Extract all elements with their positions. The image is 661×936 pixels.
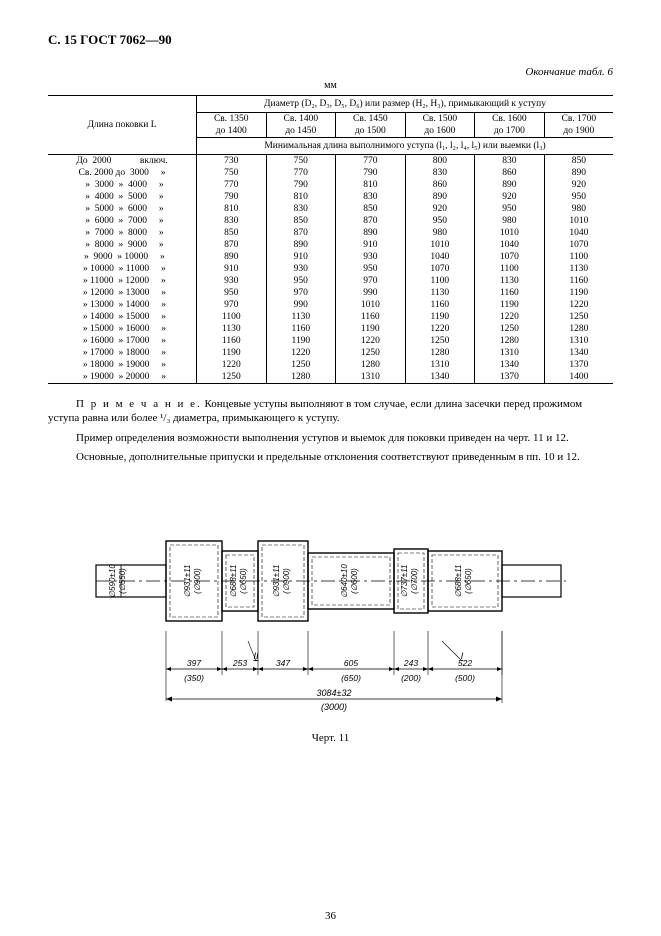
svg-text:(350): (350) [184,673,204,683]
svg-text:∅688±11: ∅688±11 [229,564,238,597]
svg-text:3084±32: 3084±32 [316,688,351,698]
svg-text:(∅900): (∅900) [282,568,291,594]
svg-text:397: 397 [186,658,200,668]
note-label: П р и м е ч а н и е. [76,398,202,410]
figure-11: ∅931±11(∅900)∅688±11(∅650)∅931±11(∅900)∅… [48,491,613,744]
svg-text:(∅700): (∅700) [410,568,419,594]
svg-text:(650): (650) [341,673,361,683]
svg-text:(200): (200) [401,673,421,683]
note: П р и м е ч а н и е. Концевые уступы вып… [48,398,613,426]
svg-text:(∅650): (∅650) [239,568,248,594]
svg-text:(∅600): (∅600) [350,568,359,594]
figure-caption: Черт. 11 [48,732,613,744]
svg-text:(500): (500) [455,673,475,683]
svg-text:∅931±11: ∅931±11 [183,564,192,597]
paragraph-1: Пример определения возможности выполнени… [48,432,613,446]
svg-text:605: 605 [343,658,357,668]
svg-text:243: 243 [402,658,417,668]
svg-text:∅737±11: ∅737±11 [400,564,409,597]
svg-text:347: 347 [275,658,289,668]
svg-text:∅590±10: ∅590±10 [108,564,117,598]
svg-text:(∅650): (∅650) [464,568,473,594]
svg-text:(∅900): (∅900) [193,568,202,594]
page-number: 36 [0,910,661,922]
data-table: Длина поковки LДиаметр (D₂, D₃, D₅, D₆) … [48,95,613,384]
table-continuation-caption: Окончание табл. 6 [48,66,613,78]
svg-text:253: 253 [231,658,246,668]
svg-text:∅688±11: ∅688±11 [454,564,463,597]
paragraph-2: Основные, дополнительные припуски и пред… [48,451,613,465]
svg-text:∅640±10: ∅640±10 [340,564,349,598]
svg-text:(∅550): (∅550) [118,568,127,594]
svg-text:∅931±11: ∅931±11 [272,564,281,597]
page-header: С. 15 ГОСТ 7062—90 [48,32,613,48]
svg-text:(3000): (3000) [320,702,346,712]
unit-label: мм [48,80,613,91]
